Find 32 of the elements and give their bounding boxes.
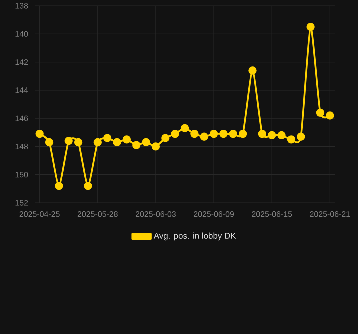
point [210, 130, 218, 138]
point [103, 134, 112, 142]
point [238, 130, 248, 138]
point [316, 108, 325, 118]
point [84, 182, 92, 190]
point [278, 131, 286, 140]
point [326, 112, 334, 120]
point [268, 131, 276, 140]
legend-label: Avg. pos. in lobby DK [154, 232, 236, 241]
point [248, 66, 257, 75]
point [287, 136, 296, 144]
point [190, 130, 199, 138]
point [180, 124, 190, 133]
point [306, 23, 315, 32]
point [152, 142, 160, 151]
point [45, 138, 54, 147]
point [200, 132, 208, 141]
point [171, 130, 180, 138]
point [162, 134, 170, 142]
point [94, 138, 102, 147]
point [229, 130, 238, 138]
point [36, 130, 44, 138]
point [64, 137, 73, 146]
point [55, 182, 64, 190]
point [74, 138, 83, 147]
point [258, 130, 267, 138]
point [142, 138, 150, 147]
point [113, 138, 122, 147]
point [297, 132, 306, 141]
point [122, 136, 132, 144]
point [220, 130, 228, 138]
point [132, 141, 141, 150]
